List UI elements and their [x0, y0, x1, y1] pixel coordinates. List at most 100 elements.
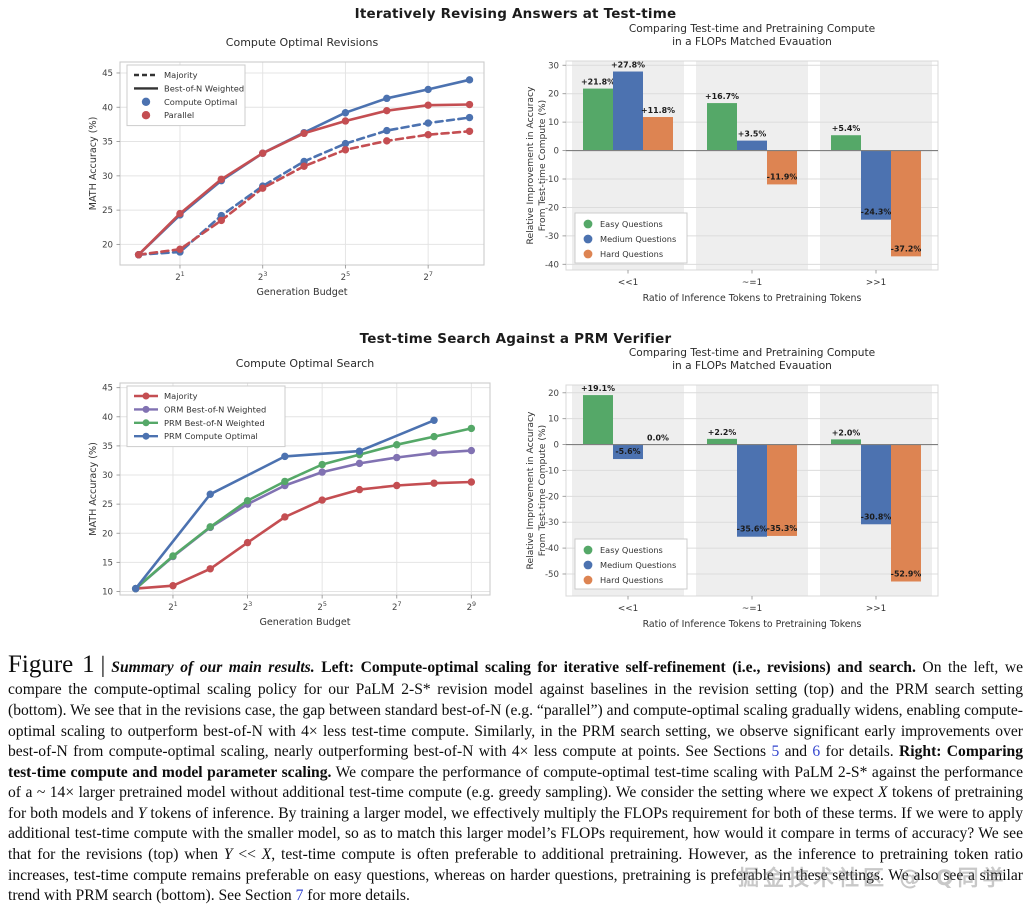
svg-text:-50: -50	[545, 570, 559, 580]
chart-revisions-flops-matched-bars: +21.8% +16.7% +5.4% +27.8% +3.5% -24.3% +11.8%…	[520, 20, 950, 322]
svg-text:-35.6%: -35.6%	[737, 525, 768, 534]
section-link[interactable]: 7	[295, 887, 304, 905]
svg-text:-20: -20	[545, 203, 559, 213]
svg-text:30: 30	[102, 172, 113, 182]
bar-chart: +19.1% +2.2% +2.0% -5.6% -35.6% -30.8% 0.0% -35…	[525, 347, 939, 630]
svg-text:+3.5%: +3.5%	[738, 130, 767, 139]
caption-text: Y	[223, 845, 233, 863]
caption-text: Left: Compute-optimal scaling for iterat…	[321, 659, 916, 676]
svg-text:Compute Optimal: Compute Optimal	[164, 97, 237, 107]
caption-text: Y	[137, 804, 147, 822]
chart-compute-optimal-revisions: 20 25 30 35 40 45 21 23 25 27 Compute Optimal Revi…	[80, 20, 510, 322]
svg-text:Comparing Test-time and Pretra: Comparing Test-time and Pretraining Comp…	[629, 347, 875, 359]
chart-search-flops-matched-bars: +19.1% +2.2% +2.0% -5.6% -35.6% -30.8% 0.0% -35…	[520, 346, 950, 648]
srch_bar-svg: +19.1% +2.2% +2.0% -5.6% -35.6% -30.8% 0.0% -35…	[525, 347, 939, 630]
svg-text:Ratio of Inference Tokens to P: Ratio of Inference Tokens to Pretraining…	[643, 619, 862, 630]
svg-text:Relative Improvement in Accura: Relative Improvement in Accuracy	[525, 86, 536, 244]
svg-text:+2.2%: +2.2%	[708, 428, 737, 437]
svg-text:40: 40	[102, 413, 113, 423]
svg-text:27: 27	[423, 270, 433, 283]
section-link[interactable]: 6	[812, 743, 821, 761]
bars: +19.1% +2.2% +2.0% -5.6% -35.6% -30.8% 0.0% -35…	[581, 384, 922, 582]
svg-text:Comparing Test-time and Pretra: Comparing Test-time and Pretraining Comp…	[629, 23, 875, 35]
section-link[interactable]: 5	[771, 743, 780, 761]
bar-chart: +21.8% +16.7% +5.4% +27.8% +3.5% -24.3% +11.8%…	[525, 23, 939, 304]
svg-text:15: 15	[102, 558, 113, 568]
svg-text:Medium Questions: Medium Questions	[600, 560, 676, 570]
rev_line-svg: 20 25 30 35 40 45 21 23 25 27 Compute Optimal Revi…	[88, 36, 485, 298]
svg-text:Easy Questions: Easy Questions	[600, 219, 663, 229]
caption-text: and	[779, 743, 813, 761]
svg-text:27: 27	[392, 600, 402, 613]
legend: Majority Best-of-N Weighted Compute Optima…	[126, 64, 246, 127]
svg-text:0.0%: 0.0%	[647, 434, 669, 443]
svg-text:-35.3%: -35.3%	[767, 524, 798, 533]
svg-text:+2.0%: +2.0%	[832, 428, 861, 437]
svg-text:Compute Optimal Search: Compute Optimal Search	[236, 357, 374, 370]
svg-text:-10: -10	[545, 175, 559, 185]
series-orm-best-of-n-weighted	[131, 446, 476, 593]
line-chart: 10 15 20 25 30 35 40 45 21 23 25 27 29 Compute Optima…	[88, 357, 491, 628]
svg-text:+19.1%: +19.1%	[581, 384, 615, 393]
legend: Majority ORM Best-of-N Weighted PRM Best-o…	[126, 385, 286, 448]
axes: 30 20 10 0 -10 -20 -30 -40 <<1 ~=1 >>1	[545, 61, 886, 288]
svg-text:PRM Best-of-N Weighted: PRM Best-of-N Weighted	[164, 418, 265, 428]
series-parallel-best-of-n-weighted	[134, 100, 474, 259]
caption-text: for more details.	[303, 887, 410, 905]
svg-text:Relative Improvement in Accura: Relative Improvement in Accuracy	[525, 411, 536, 569]
svg-text:25: 25	[102, 500, 113, 510]
svg-text:21: 21	[175, 270, 185, 283]
svg-text:<<1: <<1	[618, 278, 638, 288]
svg-text:21: 21	[168, 600, 178, 613]
caption-text: Summary of our main results.	[111, 659, 315, 676]
svg-text:PRM Compute Optimal: PRM Compute Optimal	[164, 431, 258, 441]
svg-text:in a FLOPs Matched Evauation: in a FLOPs Matched Evauation	[672, 360, 832, 372]
svg-text:Generation Budget: Generation Budget	[259, 617, 350, 628]
caption-text: On the left, we compare the compute-opti…	[8, 659, 1024, 761]
svg-text:20: 20	[548, 90, 559, 100]
svg-text:30: 30	[548, 61, 559, 71]
svg-text:-11.9%: -11.9%	[767, 172, 798, 181]
svg-text:45: 45	[102, 69, 113, 79]
svg-text:~=1: ~=1	[742, 604, 762, 614]
svg-text:-40: -40	[545, 260, 559, 270]
line-chart: 20 25 30 35 40 45 21 23 25 27 Compute Optimal Revi…	[88, 36, 485, 298]
svg-text:>>1: >>1	[866, 278, 886, 288]
caption-text: <<	[232, 845, 262, 863]
svg-text:20: 20	[102, 240, 113, 250]
svg-text:+27.8%: +27.8%	[611, 61, 645, 70]
svg-text:From Test-time Compute (%): From Test-time Compute (%)	[537, 100, 548, 231]
svg-text:Generation Budget: Generation Budget	[256, 287, 347, 298]
svg-text:-30.8%: -30.8%	[861, 512, 892, 521]
svg-text:20: 20	[548, 389, 559, 399]
svg-text:30: 30	[102, 471, 113, 481]
svg-text:+16.7%: +16.7%	[705, 92, 739, 101]
top-section-title: Iteratively Revising Answers at Test-tim…	[354, 6, 677, 22]
svg-text:-20: -20	[545, 492, 559, 502]
rev_bar-svg: +21.8% +16.7% +5.4% +27.8% +3.5% -24.3% +11.8%…	[525, 23, 939, 304]
caption-text: X	[261, 845, 272, 863]
svg-text:~=1: ~=1	[742, 278, 762, 288]
svg-text:-52.9%: -52.9%	[891, 570, 922, 579]
bars: +21.8% +16.7% +5.4% +27.8% +3.5% -24.3% +11.8%…	[581, 61, 921, 257]
svg-text:Easy Questions: Easy Questions	[600, 545, 663, 555]
svg-text:-37.2%: -37.2%	[891, 244, 922, 253]
svg-text:10: 10	[548, 118, 559, 128]
svg-text:-24.3%: -24.3%	[861, 208, 892, 217]
legend: Easy Questions Medium Questions Hard Quest…	[574, 212, 688, 264]
caption-text: X	[877, 784, 888, 802]
svg-text:40: 40	[102, 103, 113, 113]
svg-text:25: 25	[317, 600, 327, 613]
caption-text: for details.	[820, 743, 899, 761]
svg-text:29: 29	[467, 600, 477, 613]
svg-text:Hard Questions: Hard Questions	[600, 249, 663, 259]
caption-text: Right: Comparing test-time compute and m…	[8, 743, 1024, 781]
series-majority	[131, 478, 476, 593]
svg-text:in a FLOPs Matched Evauation: in a FLOPs Matched Evauation	[672, 36, 832, 48]
svg-text:From Test-time Compute (%): From Test-time Compute (%)	[537, 425, 548, 556]
svg-text:-10: -10	[545, 466, 559, 476]
caption-text: tokens of inference. By training a large…	[8, 804, 1023, 863]
figure-caption: Figure 1 | Summary of our main results. Le…	[8, 650, 1023, 907]
caption-text: Figure 1	[8, 651, 95, 678]
svg-text:ORM Best-of-N Weighted: ORM Best-of-N Weighted	[164, 404, 266, 414]
